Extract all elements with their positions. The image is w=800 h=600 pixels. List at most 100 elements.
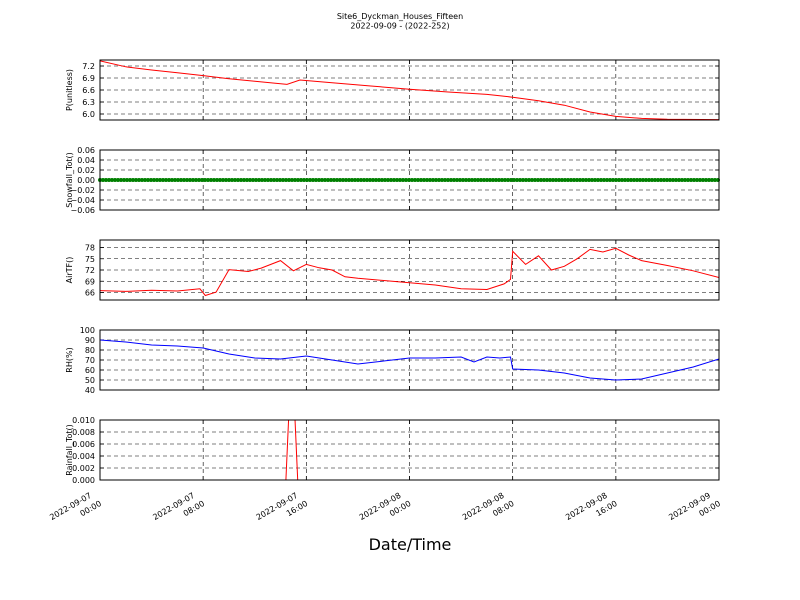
snowfall-marker (392, 178, 396, 182)
snowfall-marker (497, 178, 501, 182)
snowfall-marker (668, 178, 672, 182)
snowfall-marker (326, 178, 330, 182)
snowfall-marker (389, 178, 393, 182)
snowfall-marker (683, 178, 687, 182)
snowfall-marker (518, 178, 522, 182)
snowfall-marker (689, 178, 693, 182)
snowfall-marker (119, 178, 123, 182)
snowfall-marker (242, 178, 246, 182)
snowfall-marker (386, 178, 390, 182)
snowfall-marker (611, 178, 615, 182)
snowfall-marker (455, 178, 459, 182)
snowfall-marker (473, 178, 477, 182)
snowfall-marker (494, 178, 498, 182)
snowfall-marker (482, 178, 486, 182)
snowfall-marker (230, 178, 234, 182)
y-tick-label: 80 (85, 346, 95, 355)
snowfall-marker (179, 178, 183, 182)
snowfall-marker (236, 178, 240, 182)
snowfall-marker (713, 178, 717, 182)
y-axis-label: RH(%) (65, 347, 74, 372)
snowfall-marker (581, 178, 585, 182)
snowfall-marker (686, 178, 690, 182)
snowfall-marker (104, 178, 108, 182)
snowfall-marker (152, 178, 156, 182)
snowfall-marker (512, 178, 516, 182)
snowfall-marker (371, 178, 375, 182)
snowfall-marker (227, 178, 231, 182)
snowfall-marker (224, 178, 228, 182)
snowfall-marker (176, 178, 180, 182)
snowfall-marker (182, 178, 186, 182)
y-tick-label: 100 (80, 326, 95, 335)
snowfall-marker (275, 178, 279, 182)
snowfall-marker (647, 178, 651, 182)
x-axis-label: Date/Time (369, 535, 452, 554)
snowfall-marker (485, 178, 489, 182)
snowfall-marker (248, 178, 252, 182)
snowfall-marker (623, 178, 627, 182)
snowfall-marker (128, 178, 132, 182)
snowfall-marker (200, 178, 204, 182)
snowfall-marker (467, 178, 471, 182)
snowfall-marker (368, 178, 372, 182)
snowfall-marker (137, 178, 141, 182)
snowfall-marker (521, 178, 525, 182)
snowfall-marker (380, 178, 384, 182)
snowfall-marker (164, 178, 168, 182)
y-tick-label: 0.004 (72, 452, 95, 461)
chart-subtitle: 2022-09-09 - (2022-252) (350, 22, 449, 31)
snowfall-marker (422, 178, 426, 182)
snowfall-marker (566, 178, 570, 182)
y-tick-label: 72 (85, 266, 95, 275)
subplot-panel: 66 69 72 75 78 AirTF() (65, 239, 720, 301)
snowfall-marker (437, 178, 441, 182)
snowfall-marker (329, 178, 333, 182)
snowfall-marker (557, 178, 561, 182)
snowfall-marker (704, 178, 708, 182)
snowfall-marker (533, 178, 537, 182)
snowfall-marker (218, 178, 222, 182)
y-tick-label: 0.04 (77, 156, 95, 165)
snowfall-marker (551, 178, 555, 182)
snowfall-marker (539, 178, 543, 182)
snowfall-marker (290, 178, 294, 182)
snowfall-marker (362, 178, 366, 182)
snowfall-marker (653, 178, 657, 182)
snowfall-marker (428, 178, 432, 182)
y-tick-label: 60 (85, 366, 95, 375)
snowfall-marker (161, 178, 165, 182)
snowfall-marker (278, 178, 282, 182)
snowfall-marker (107, 178, 111, 182)
snowfall-marker (680, 178, 684, 182)
snowfall-marker (515, 178, 519, 182)
snowfall-marker (593, 178, 597, 182)
snowfall-marker (293, 178, 297, 182)
snowfall-marker (602, 178, 606, 182)
snowfall-marker (311, 178, 315, 182)
snowfall-marker (632, 178, 636, 182)
snowfall-marker (272, 178, 276, 182)
snowfall-marker (434, 178, 438, 182)
snowfall-marker (584, 178, 588, 182)
snowfall-marker (263, 178, 267, 182)
y-axis-label: AirTF() (65, 257, 74, 284)
snowfall-marker (260, 178, 264, 182)
subplot-panel: −0.06−0.04−0.020.000.020.040.06Snowfall_… (65, 146, 720, 215)
y-tick-label: 0.06 (77, 146, 95, 155)
snowfall-marker (353, 178, 357, 182)
y-tick-label: −0.06 (70, 206, 95, 215)
snowfall-marker (215, 178, 219, 182)
snowfall-marker (359, 178, 363, 182)
snowfall-marker (635, 178, 639, 182)
snowfall-marker (308, 178, 312, 182)
snowfall-marker (101, 178, 105, 182)
snowfall-marker (410, 178, 414, 182)
snowfall-marker (398, 178, 402, 182)
snowfall-marker (374, 178, 378, 182)
subplot-frame (99, 419, 720, 481)
subplot-panel: 0.000 0.002 0.004 0.006 0.008 0.010Rainfall_T… (65, 416, 720, 485)
subplot-frame (99, 329, 720, 391)
snowfall-marker (233, 178, 237, 182)
